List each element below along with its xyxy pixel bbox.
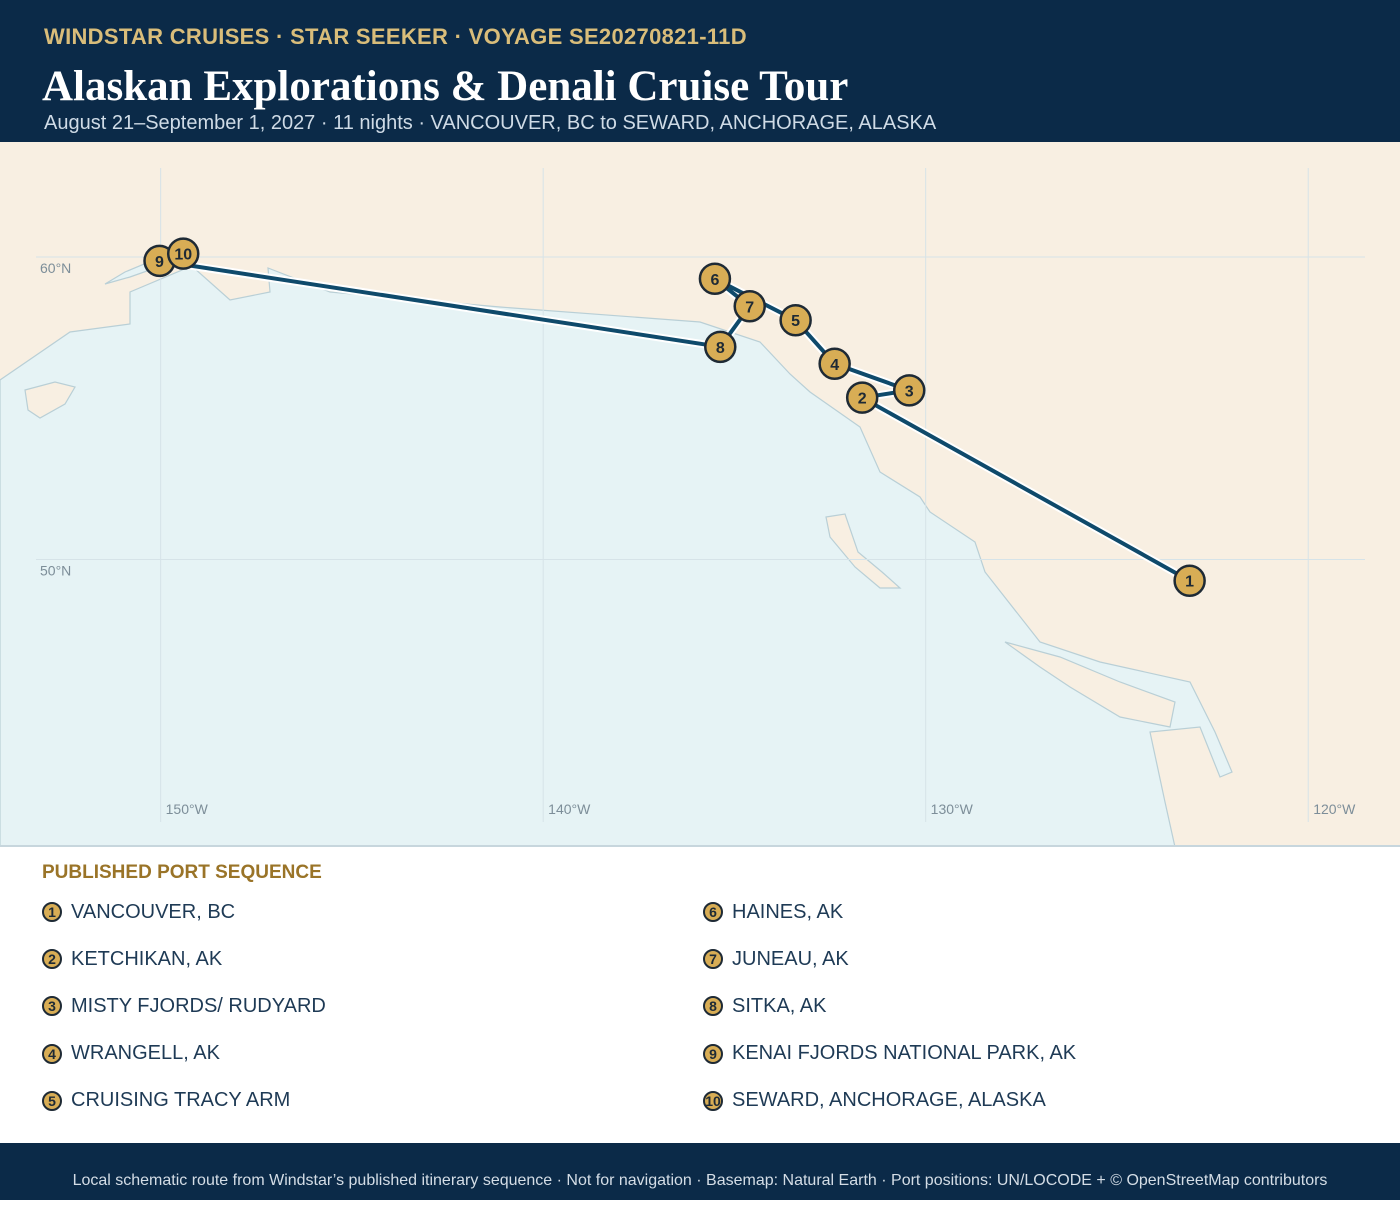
legend-label: WRANGELL, AK (71, 1042, 220, 1065)
header: WINDSTAR CRUISES · STAR SEEKER · VOYAGE … (0, 0, 1400, 142)
port-marker (779, 303, 812, 337)
legend-badge: 10 (703, 1090, 723, 1111)
x-tick-label: 150°W (166, 801, 209, 817)
legend-item: 9 KENAI FJORDS NATIONAL PARK, AK (703, 1041, 1076, 1067)
map: 150°W 140°W 130°W 120°W 60°N 50°N 1 2 3 4 5 6 7 8 9 10 (0, 142, 1400, 847)
eyebrow: WINDSTAR CRUISES · STAR SEEKER · VOYAGE … (44, 24, 747, 49)
port-number: 6 (710, 272, 719, 289)
legend-badge: 6 (703, 902, 723, 922)
legend-title: PUBLISHED PORT SEQUENCE (42, 862, 322, 883)
port-marker (1173, 564, 1206, 597)
legend-label: VANCOUVER, BC (71, 900, 236, 923)
legend-item: 10 SEWARD, ANCHORAGE, ALASKA (703, 1088, 1046, 1114)
port-number: 7 (745, 299, 754, 316)
port-marker (733, 290, 766, 323)
legend-label: HAINES, AK (732, 900, 844, 923)
legend-item: 7 JUNEAU, AK (703, 946, 849, 972)
legend-label: CRUISING TRACY ARM (71, 1089, 291, 1112)
legend-label: KENAI FJORDS NATIONAL PARK, AK (732, 1042, 1077, 1065)
legend-badge: 4 (42, 1043, 62, 1064)
port-marker (698, 262, 732, 296)
legend-badge: 3 (42, 996, 62, 1017)
legend-badge: 2 (42, 949, 62, 970)
island (24, 381, 76, 419)
port-marker (845, 381, 879, 414)
port-number: 8 (716, 340, 725, 357)
port-number: 2 (858, 391, 867, 408)
legend-badge: 8 (703, 996, 723, 1017)
legend-badge: 7 (703, 949, 723, 970)
legend-item: 3 MISTY FJORDS/ RUDYARD (42, 993, 326, 1019)
legend-label: JUNEAU, AK (732, 947, 849, 970)
legend-item: 8 SITKA, AK (703, 993, 826, 1019)
footer: Local schematic route from Windstar’s pu… (0, 1143, 1400, 1200)
legend-badge: 1 (42, 902, 62, 922)
legend-item: 1 VANCOUVER, BC (42, 899, 235, 925)
port-number: 5 (791, 313, 800, 330)
island (825, 513, 902, 589)
legend-badge: 5 (42, 1090, 62, 1111)
port-marker (892, 374, 926, 407)
port-number: 4 (830, 357, 839, 374)
legend-item: 4 WRANGELL, AK (42, 1041, 220, 1067)
island (1004, 641, 1176, 728)
legend-badge: 9 (703, 1043, 723, 1064)
port-number: 1 (1185, 574, 1194, 591)
y-tick-label: 60°N (40, 260, 71, 276)
legend-item: 5 CRUISING TRACY ARM (42, 1088, 290, 1114)
legend-item: 2 KETCHIKAN, AK (42, 946, 222, 972)
ocean (0, 248, 1233, 847)
subtitle: August 21–September 1, 2027 · 11 nights … (44, 112, 937, 134)
legend-label: MISTY FJORDS/ RUDYARD (71, 994, 326, 1017)
x-tick-label: 130°W (931, 801, 974, 817)
x-tick-label: 140°W (548, 801, 591, 817)
port-number: 9 (155, 254, 164, 271)
y-tick-label: 50°N (40, 563, 71, 579)
legend-item: 6 HAINES, AK (703, 899, 843, 925)
legend-label: SEWARD, ANCHORAGE, ALASKA (732, 1089, 1046, 1112)
port-number: 3 (905, 383, 914, 400)
port-marker (166, 237, 200, 270)
x-tick-label: 120°W (1313, 801, 1356, 817)
port-marker (704, 330, 737, 364)
port-number: 10 (174, 247, 192, 264)
legend-label: SITKA, AK (732, 994, 827, 1017)
legend-label: KETCHIKAN, AK (71, 947, 223, 970)
port-marker (818, 347, 851, 381)
title: Alaskan Explorations & Denali Cruise Tou… (42, 63, 849, 110)
